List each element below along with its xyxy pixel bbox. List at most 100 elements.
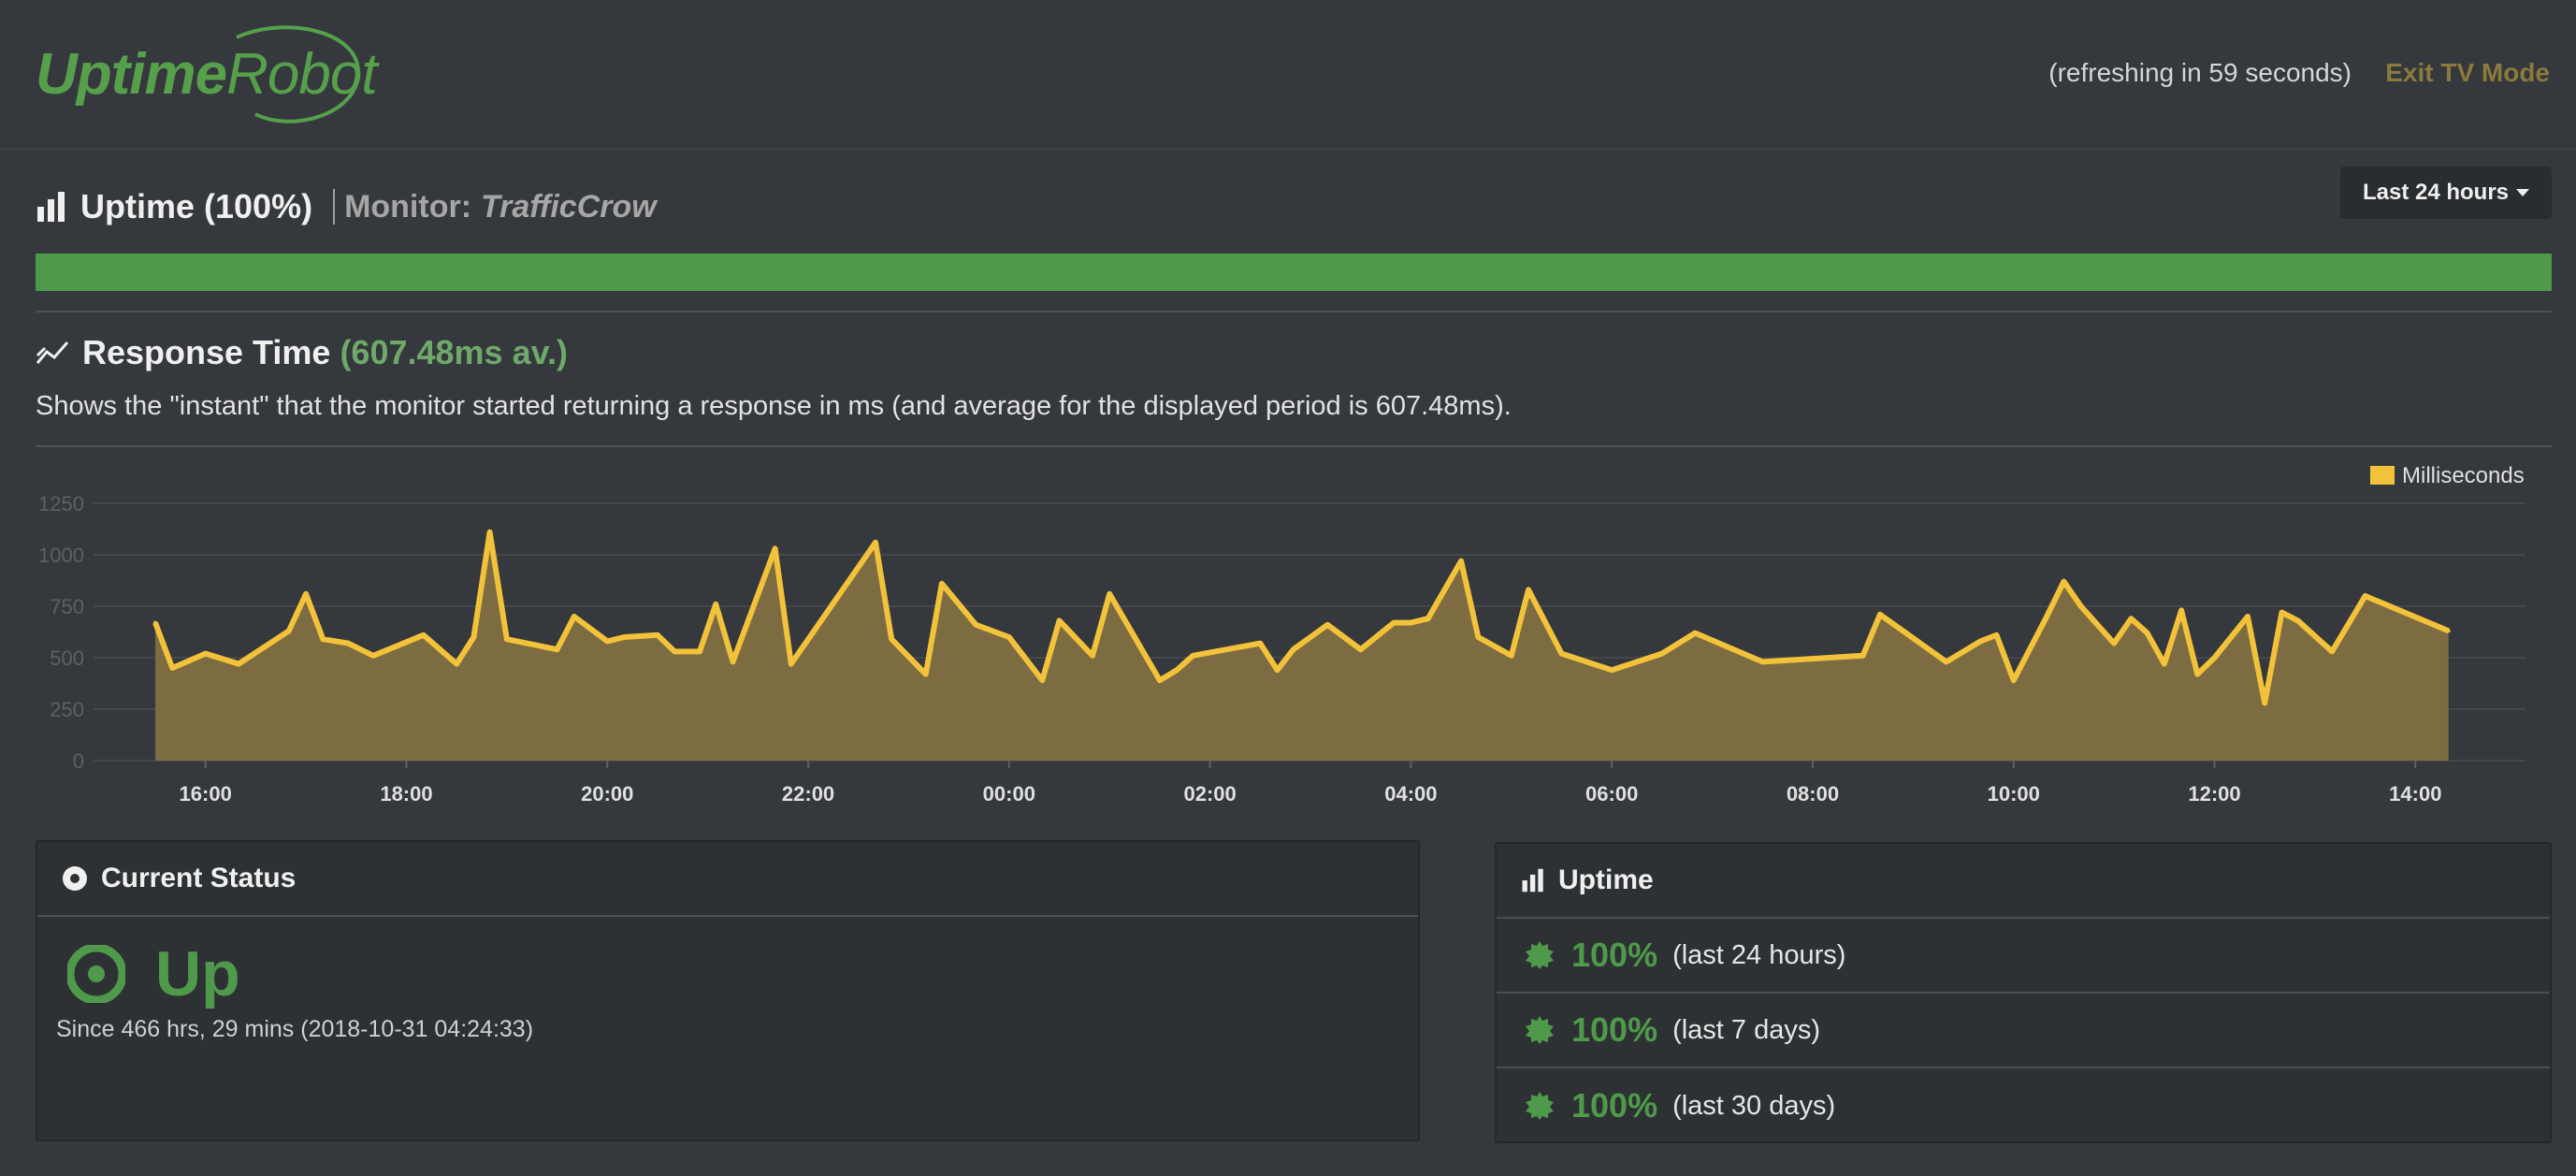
- y-tick-label: 750: [50, 595, 84, 618]
- data-point: [1877, 612, 1882, 617]
- uptime-panel-title: Uptime: [1558, 864, 1654, 895]
- title-separator: [333, 189, 336, 225]
- data-point: [321, 637, 326, 642]
- data-point: [1760, 660, 1765, 664]
- y-tick-label: 500: [50, 646, 84, 670]
- response-time-description: Shows the "instant" that the monitor sta…: [36, 391, 1512, 421]
- data-point: [2363, 594, 2367, 598]
- data-point: [2129, 617, 2134, 621]
- uptime-7d-label: (last 7 days): [1672, 1014, 1821, 1045]
- data-point: [1944, 660, 1948, 664]
- response-time-heading: Response Time (607.48ms av.): [36, 329, 568, 376]
- data-point: [1392, 620, 1397, 625]
- divider: [36, 311, 2552, 312]
- data-point: [1258, 641, 1263, 646]
- status-up-icon: [67, 945, 125, 1003]
- refresh-countdown: (refreshing in 59 seconds): [2048, 58, 2352, 87]
- monitor-label: Monitor:: [344, 188, 472, 225]
- data-point: [555, 647, 559, 652]
- badge-check-icon: [1526, 941, 1554, 969]
- uptime-row: 100% (last 30 days): [1497, 1068, 2550, 1143]
- badge-check-icon: [1526, 1016, 1554, 1044]
- x-tick-label: 10:00: [1988, 782, 2040, 806]
- uptime-24h-label: (last 24 hours): [1672, 939, 1846, 970]
- data-point: [1693, 631, 1698, 635]
- data-point: [487, 530, 492, 534]
- x-tick-label: 02:00: [1183, 782, 1236, 806]
- period-dropdown-button[interactable]: Last 24 hours: [2340, 167, 2552, 219]
- divider: [36, 445, 2552, 447]
- data-point: [1107, 591, 1112, 596]
- data-point: [1006, 635, 1011, 639]
- x-tick-label: 06:00: [1585, 782, 1638, 806]
- uptime-panel: Uptime 100% (last 24 hours) 100% (last 7…: [1495, 842, 2552, 1143]
- data-point: [2245, 615, 2250, 618]
- data-point: [2112, 641, 2117, 646]
- response-time-chart: 0 250 500 750 1000 1250 16:00 18:00 20:00 22:00 00…: [38, 463, 2525, 806]
- data-point: [974, 622, 978, 627]
- data-point: [2011, 678, 2016, 683]
- data-point: [622, 635, 627, 639]
- data-point: [698, 649, 702, 654]
- data-point: [1459, 559, 1464, 563]
- data-point: [673, 649, 677, 654]
- data-point: [1610, 668, 1614, 673]
- data-point: [304, 591, 309, 596]
- data-point: [504, 637, 509, 642]
- response-line: [152, 529, 2450, 706]
- data-point: [1291, 647, 1295, 652]
- data-point: [1409, 620, 1413, 625]
- uptime-panel-header: Uptime: [1497, 844, 2550, 919]
- data-point: [455, 661, 459, 666]
- data-point: [371, 653, 376, 658]
- response-time-title: Response Time: [82, 333, 331, 371]
- bar-chart-icon: [1522, 868, 1543, 893]
- data-point: [890, 637, 894, 642]
- data-point: [1559, 651, 1564, 656]
- data-point: [2279, 610, 2284, 615]
- uptime-row: 100% (last 24 hours): [1497, 919, 2550, 994]
- uptime-row: 100% (last 7 days): [1497, 994, 2550, 1068]
- data-point: [572, 615, 576, 618]
- data-point: [655, 632, 659, 637]
- status-since: Since 466 hrs, 29 mins (2018-10-31 04:24…: [56, 1016, 534, 1042]
- x-tick-label: 08:00: [1787, 782, 1839, 806]
- uptime-24h-percent: 100%: [1571, 936, 1658, 974]
- data-point: [2446, 629, 2451, 633]
- data-point: [2212, 656, 2217, 660]
- data-point: [1175, 668, 1179, 673]
- x-tick-label: 04:00: [1384, 782, 1437, 806]
- x-tick-label: 22:00: [782, 782, 834, 806]
- status-state: Up: [155, 938, 240, 1009]
- data-point: [346, 641, 351, 646]
- x-tick-label: 20:00: [581, 782, 633, 806]
- current-status-header: Current Status: [37, 842, 1418, 917]
- x-tick-label: 16:00: [180, 782, 232, 806]
- data-point: [2330, 649, 2335, 654]
- data-point: [2062, 579, 2066, 584]
- data-point: [773, 546, 777, 551]
- uptime-title: Uptime (100%): [80, 187, 313, 225]
- header: UptimeRobot (refreshing in 59 seconds) E…: [0, 0, 2576, 150]
- uptime-bar: [36, 254, 2552, 291]
- data-point: [2162, 661, 2166, 666]
- data-point: [1191, 653, 1195, 658]
- y-tick-label: 250: [50, 698, 84, 721]
- data-point: [1425, 617, 1430, 621]
- data-point: [939, 581, 944, 586]
- bar-chart-icon: [37, 192, 65, 222]
- data-point: [1978, 639, 1983, 644]
- data-point: [2145, 631, 2149, 635]
- uptime-bar-fill: [36, 254, 2552, 291]
- current-status-title: Current Status: [101, 863, 297, 893]
- data-point: [1659, 651, 1664, 656]
- data-point: [471, 635, 476, 639]
- current-status-panel: Current Status Up Since 466 hrs, 29 mins…: [36, 840, 1420, 1141]
- data-point: [2078, 604, 2083, 608]
- data-point: [2263, 701, 2267, 705]
- status-indicator: Up: [67, 937, 240, 1010]
- data-point: [1860, 653, 1865, 658]
- y-tick-label: 1250: [38, 492, 84, 515]
- uptimerobot-logo[interactable]: UptimeRobot: [36, 21, 378, 133]
- exit-tv-mode-link[interactable]: Exit TV Mode: [2385, 58, 2550, 87]
